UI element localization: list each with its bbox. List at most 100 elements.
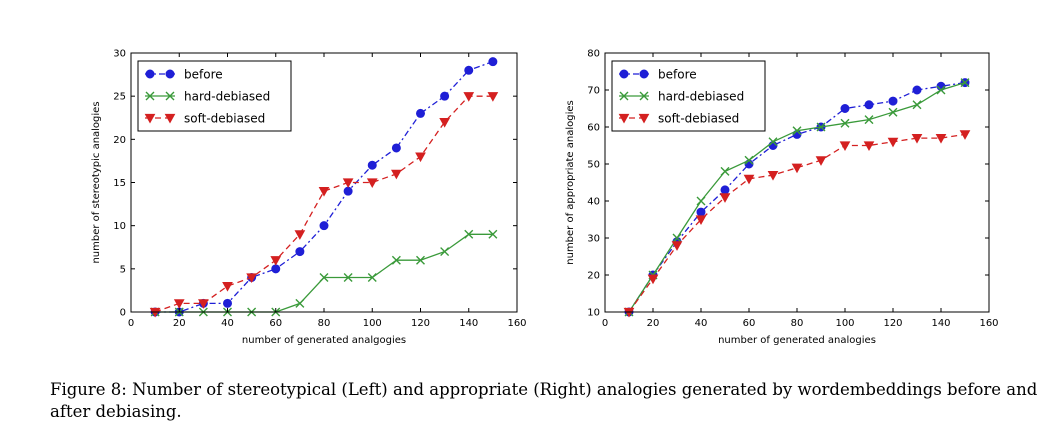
right-legend-label-before: before: [658, 68, 697, 82]
right-chart: 0 20 40 60 80 100 120 140 160 10 20 30 40 50 60 70 80 num…: [565, 49, 999, 347]
left-hard-debiased-point: [488, 229, 498, 239]
right-x-tick-label: 80: [791, 318, 804, 329]
left-soft-debiased-point: [342, 178, 354, 189]
left-soft-debiased-point: [439, 117, 450, 128]
left-y-tick-label: 25: [113, 92, 126, 103]
right-hard-debiased-point: [888, 107, 898, 117]
left-soft-debiased-point: [246, 273, 257, 283]
right-soft-debiased-point: [887, 137, 899, 148]
right-hard-debiased-point: [912, 100, 922, 110]
left-soft-debiased-point: [487, 92, 499, 102]
left-hard-debiased-point: [391, 255, 401, 265]
left-y-tick-label: 10: [113, 221, 126, 232]
left-legend: before hard-debiased soft-debiased: [137, 60, 292, 132]
right-x-axis-label: number of generated analogies: [718, 335, 876, 346]
left-soft-debiased-point: [391, 169, 402, 180]
right-legend: before hard-debiased soft-debiased: [611, 60, 766, 132]
right-hard-debiased-point: [840, 118, 850, 128]
right-soft-debiased-point: [647, 274, 659, 285]
left-legend-label-before: before: [184, 68, 223, 82]
left-x-tick-label: 40: [221, 318, 234, 329]
right-hard-debiased-point: [864, 115, 874, 125]
left-hard-debiased-point: [295, 298, 305, 308]
left-before-point: [271, 264, 281, 274]
left-x-tick-label: 160: [507, 318, 526, 329]
right-hard-debiased-point: [816, 122, 826, 132]
left-y-axis-label: number of stereotypic analogies: [91, 101, 102, 263]
right-before-point: [912, 85, 922, 95]
left-soft-debiased-point: [318, 187, 330, 197]
right-y-axis-label: number of appropriate analogies: [565, 100, 576, 264]
left-soft-debiased-point: [173, 299, 185, 309]
right-soft-debiased-point: [791, 163, 803, 174]
left-series-soft-debiased: [149, 92, 499, 318]
right-y-tick-label: 40: [587, 197, 600, 208]
left-soft-debiased-point: [270, 256, 282, 266]
left-legend-marker-soft-debiased-point: [164, 113, 176, 124]
left-before-point: [416, 108, 425, 118]
left-hard-debiased-point: [464, 229, 474, 239]
left-legend-entry-soft-debiased: soft-debiased: [144, 112, 265, 126]
right-y-tick-label: 30: [587, 234, 600, 245]
right-soft-debiased-point: [959, 130, 971, 140]
right-y-tick-label: 20: [587, 271, 600, 282]
left-before-point: [319, 221, 329, 231]
right-legend-marker-hard-debiased-point: [639, 91, 649, 101]
left-before-point: [488, 57, 498, 67]
right-hard-debiased-point: [720, 166, 730, 176]
right-x-tick-label: 60: [743, 318, 756, 329]
right-soft-debiased-point: [863, 141, 875, 152]
left-x-tick-label: 60: [269, 318, 282, 329]
left-legend-label-hard-debiased: hard-debiased: [184, 90, 270, 104]
left-before-point: [367, 160, 377, 170]
left-soft-debiased-point: [198, 299, 209, 309]
right-hard-debiased-point: [960, 78, 970, 88]
right-x-tick-label: 20: [647, 318, 660, 329]
right-legend-entry-soft-debiased: soft-debiased: [618, 112, 739, 126]
right-soft-debiased-point: [743, 174, 755, 185]
right-hard-debiased-point: [672, 233, 682, 243]
left-before-point: [464, 65, 474, 75]
left-y-tick-label: 5: [120, 264, 126, 275]
left-legend-marker-soft-debiased-point: [144, 113, 156, 124]
left-legend-marker-before-point: [165, 69, 175, 79]
left-y-tick-label: 20: [113, 135, 126, 146]
right-y-tick-label: 70: [587, 86, 600, 97]
left-soft-debiased-point: [463, 92, 475, 102]
left-y-tick-label: 30: [113, 49, 126, 60]
right-x-tick-label: 140: [931, 318, 950, 329]
left-legend-marker-hard-debiased-point: [165, 91, 175, 101]
left-y-tick-label: 15: [113, 178, 126, 189]
left-chart: 0 20 40 60 80 100 120 140 160 0 5 10 15 20 25 30 number …: [91, 49, 527, 347]
right-y-tick-label: 50: [587, 160, 600, 171]
right-soft-debiased-point: [719, 193, 731, 203]
left-before-point: [440, 91, 450, 101]
right-soft-debiased-point: [935, 134, 947, 144]
right-soft-debiased-point: [815, 156, 827, 166]
left-hard-debiased-point: [343, 272, 353, 282]
figure-caption: Figure 8: Number of stereotypical (Left)…: [50, 380, 1038, 421]
right-soft-debiased-point: [839, 141, 851, 152]
right-legend-entry-before: before: [619, 68, 697, 82]
right-hard-debiased-point: [792, 126, 802, 136]
right-series-line-soft-debiased: [628, 133, 966, 313]
left-y-tick-label: 0: [120, 308, 126, 319]
right-series-soft-debiased: [623, 130, 971, 318]
right-soft-debiased-point: [695, 215, 707, 226]
right-x-tick-label: 0: [602, 318, 608, 329]
left-x-axis-label: number of generated analgogies: [242, 335, 406, 346]
right-legend-marker-soft-debiased-point: [638, 113, 650, 124]
left-series-line-soft-debiased: [154, 95, 493, 313]
left-soft-debiased-point: [222, 282, 233, 292]
left-x-tick-label: 120: [411, 318, 430, 329]
left-hard-debiased-point: [440, 247, 450, 257]
figure-charts: 0 20 40 60 80 100 120 140 160 0 5 10 15 20 25 30 number …: [91, 49, 999, 347]
left-legend-entry-before: before: [145, 68, 223, 82]
right-x-tick-label: 120: [883, 318, 902, 329]
left-x-tick-label: 100: [363, 318, 382, 329]
right-before-point: [720, 185, 730, 195]
left-hard-debiased-point: [367, 272, 377, 282]
left-before-point: [391, 143, 401, 153]
left-x-tick-label: 0: [128, 318, 134, 329]
left-before-point: [343, 186, 353, 196]
